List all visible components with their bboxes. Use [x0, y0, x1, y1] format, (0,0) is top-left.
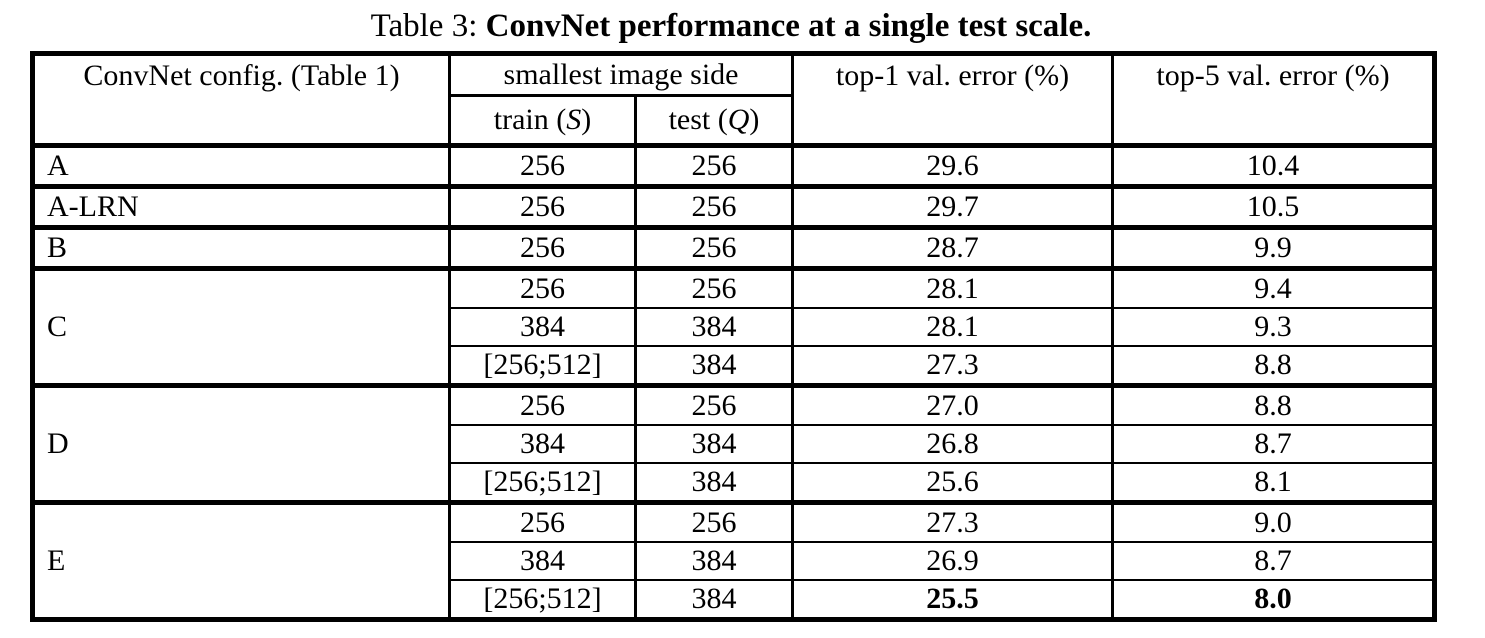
train-cell: [256;512]: [448, 345, 637, 387]
config-cell: D: [31, 383, 451, 504]
header-top1-error: top-1 val. error (%): [791, 52, 1115, 148]
top5-cell: 9.4: [1111, 266, 1437, 309]
test-cell: 384: [633, 424, 795, 464]
table-row: [256;512] 384 27.3 8.8: [33, 345, 1437, 387]
config-cell: A-LRN: [31, 184, 451, 229]
table-body: A 256 256 29.6 10.4 A-LRN 256 256 29.7 10.5 B 256 25…: [31, 143, 1437, 621]
test-cell: 256: [633, 225, 795, 270]
header-train-label: train (: [493, 103, 567, 136]
top5-cell: 8.1: [1111, 462, 1437, 504]
top1-cell: 27.0: [791, 383, 1115, 426]
top1-cell: 25.6: [791, 462, 1115, 504]
train-cell: 384: [448, 424, 637, 464]
train-cell: 384: [448, 307, 637, 347]
top5-cell: 8.7: [1111, 541, 1437, 581]
test-cell: 384: [633, 579, 795, 621]
table-row: A 256 256 29.6 10.4: [31, 143, 1437, 188]
header-top5-error: top-5 val. error (%): [1111, 52, 1437, 148]
top5-cell: 9.9: [1111, 225, 1437, 270]
table-caption: Table 3: ConvNet performance at a single…: [0, 0, 1462, 51]
header-test-scale: test (Q): [633, 94, 795, 148]
top5-cell: 8.8: [1111, 345, 1437, 387]
table-caption-number: Table 3:: [370, 8, 486, 44]
table-row: E 256 256 27.3 9.0: [31, 500, 1437, 621]
top1-cell: 25.5: [791, 579, 1115, 621]
config-cell: B: [31, 225, 451, 270]
train-cell: 256: [448, 225, 637, 270]
header-train-close: ): [581, 103, 592, 136]
test-cell: 384: [633, 462, 795, 504]
top1-cell: 28.7: [791, 225, 1115, 270]
test-cell: 256: [633, 143, 795, 188]
header-row-1: ConvNet config. (Table 1) smallest image…: [31, 52, 1437, 148]
table-row: 384 384 28.1 9.3: [33, 307, 1437, 347]
top5-cell: 8.0: [1111, 579, 1437, 621]
test-cell: 256: [633, 184, 795, 229]
table-row: 384 384 26.8 8.7: [33, 424, 1437, 464]
top1-cell: 26.9: [791, 541, 1115, 581]
train-cell: [256;512]: [448, 579, 637, 621]
test-cell: 384: [633, 345, 795, 387]
top5-cell: 10.5: [1111, 184, 1437, 229]
table-row: [256;512] 384 25.5 8.0: [33, 579, 1437, 621]
top5-cell: 8.8: [1111, 383, 1437, 426]
top1-cell: 28.1: [791, 266, 1115, 309]
top1-cell: 29.6: [791, 143, 1115, 188]
table-caption-title: ConvNet performance at a single test sca…: [485, 8, 1092, 44]
top5-cell: 9.0: [1111, 500, 1437, 543]
top5-cell: 8.7: [1111, 424, 1437, 464]
test-cell: 384: [633, 541, 795, 581]
test-cell: 384: [633, 307, 795, 347]
top1-cell: 27.3: [791, 500, 1115, 543]
table-row: B 256 256 28.7 9.9: [31, 225, 1437, 270]
train-cell: 256: [448, 184, 637, 229]
header-config: ConvNet config. (Table 1): [31, 52, 451, 148]
header-train-scale: train (S): [448, 94, 637, 148]
train-scale-variable: S: [566, 103, 582, 136]
table-row: C 256 256 28.1 9.4: [31, 266, 1437, 387]
config-cell: E: [31, 500, 451, 621]
train-cell: 256: [448, 266, 637, 309]
header-row-2: train (S) test (Q): [33, 94, 1435, 148]
header-test-close: ): [749, 103, 760, 136]
test-cell: 256: [633, 383, 795, 426]
header-test-label: test (: [668, 103, 728, 136]
test-cell: 256: [633, 266, 795, 309]
table-row: D 256 256 27.0 8.8: [31, 383, 1437, 504]
top5-cell: 9.3: [1111, 307, 1437, 347]
table-row: 384 384 26.9 8.7: [33, 541, 1437, 581]
top1-cell: 29.7: [791, 184, 1115, 229]
config-cell: C: [31, 266, 451, 387]
train-cell: [256;512]: [448, 462, 637, 504]
table-header: ConvNet config. (Table 1) smallest image…: [31, 52, 1437, 148]
table-row: A-LRN 256 256 29.7 10.5: [31, 184, 1437, 229]
test-scale-variable: Q: [727, 103, 750, 136]
top1-cell: 26.8: [791, 424, 1115, 464]
top1-cell: 28.1: [791, 307, 1115, 347]
top5-cell: 10.4: [1111, 143, 1437, 188]
header-smallest-image-side: smallest image side: [447, 52, 795, 97]
train-cell: 256: [448, 143, 637, 188]
top1-cell: 27.3: [791, 345, 1115, 387]
train-cell: 384: [448, 541, 637, 581]
results-table: ConvNet config. (Table 1) smallest image…: [30, 51, 1438, 622]
config-cell: A: [31, 143, 451, 188]
train-cell: 256: [448, 383, 637, 426]
table-row: [256;512] 384 25.6 8.1: [33, 462, 1437, 504]
test-cell: 256: [633, 500, 795, 543]
train-cell: 256: [448, 500, 637, 543]
